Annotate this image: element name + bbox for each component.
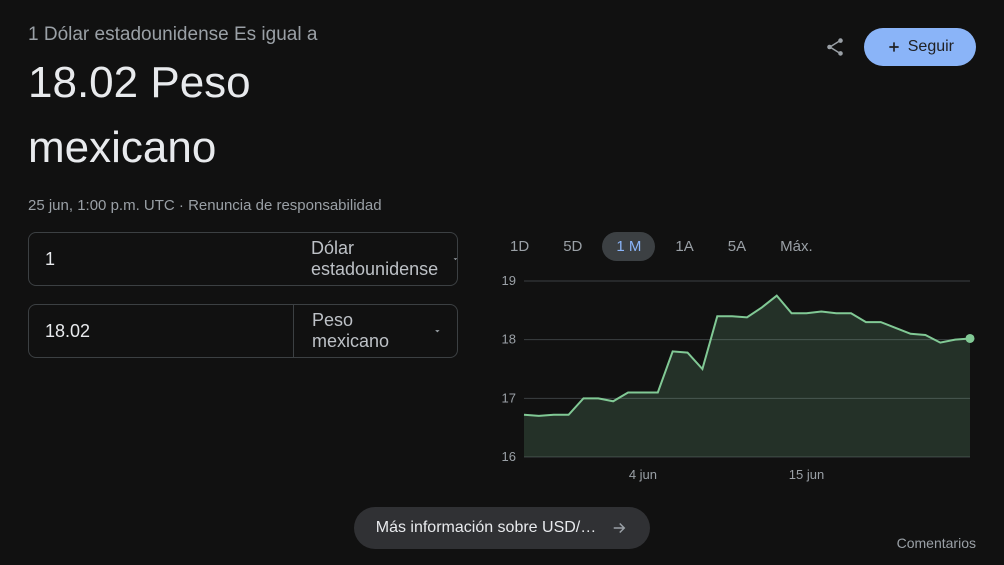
separator: ·	[175, 197, 188, 214]
timestamp-row: 25 jun, 1:00 p.m. UTC · Renuncia de resp…	[28, 197, 976, 214]
more-info-button[interactable]: Más información sobre USD/…	[354, 507, 651, 549]
svg-text:4 jun: 4 jun	[629, 467, 657, 482]
rate-value: 18.02	[28, 58, 138, 107]
svg-text:16: 16	[502, 449, 516, 464]
caret-down-icon	[432, 325, 443, 337]
rate-display: 18.02 Peso mexicano	[28, 58, 824, 173]
rate-chart: 16 17 18 19 4 jun 15 jun	[490, 275, 980, 485]
caret-down-icon	[451, 253, 458, 265]
range-option[interactable]: 1 M	[602, 232, 655, 261]
svg-text:15 jun: 15 jun	[789, 467, 824, 482]
range-option[interactable]: 1A	[661, 232, 707, 261]
range-option[interactable]: 5D	[549, 232, 596, 261]
follow-button[interactable]: Seguir	[864, 28, 976, 66]
svg-text:18: 18	[502, 332, 516, 347]
from-currency-select[interactable]: Dólar estadounidense	[293, 233, 458, 285]
range-selector: 1D5D1 M1A5AMáx.	[496, 232, 980, 261]
from-amount-input[interactable]	[29, 233, 293, 285]
from-currency-field: Dólar estadounidense	[28, 232, 458, 286]
to-currency-label: Peso mexicano	[312, 310, 422, 352]
rate-unit-part1: Peso	[150, 58, 250, 107]
range-option[interactable]: 1D	[496, 232, 543, 261]
rate-unit-part2: mexicano	[28, 123, 824, 174]
more-info-label: Más información sobre USD/…	[376, 519, 597, 537]
to-currency-select[interactable]: Peso mexicano	[294, 305, 457, 357]
comments-link[interactable]: Comentarios	[897, 535, 976, 551]
range-option[interactable]: 5A	[714, 232, 760, 261]
follow-label: Seguir	[908, 38, 954, 56]
arrow-right-icon	[610, 519, 628, 537]
range-option[interactable]: Máx.	[766, 232, 827, 261]
timestamp: 25 jun, 1:00 p.m. UTC	[28, 197, 175, 214]
svg-text:19: 19	[502, 275, 516, 288]
plus-icon	[886, 39, 902, 55]
share-icon[interactable]	[824, 36, 846, 58]
to-currency-field: Peso mexicano	[28, 304, 458, 358]
conversion-subtitle: 1 Dólar estadounidense Es igual a	[28, 24, 824, 46]
svg-text:17: 17	[502, 391, 516, 406]
from-currency-label: Dólar estadounidense	[311, 238, 441, 280]
to-amount-input[interactable]	[29, 305, 293, 357]
disclaimer-link[interactable]: Renuncia de responsabilidad	[188, 197, 381, 214]
